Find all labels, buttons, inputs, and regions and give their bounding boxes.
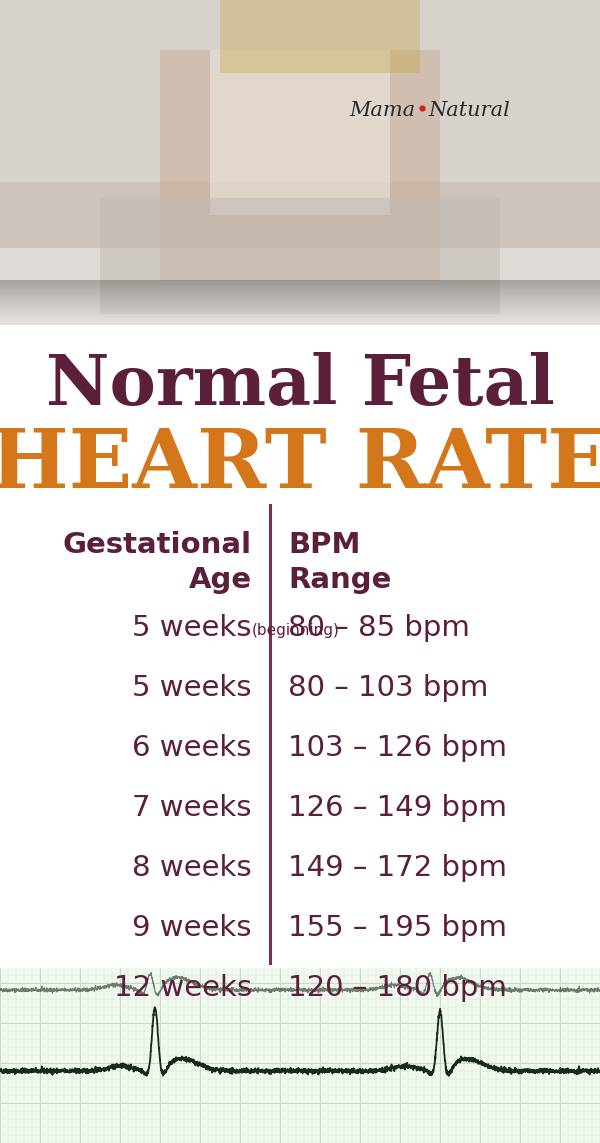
Bar	[0, 968, 600, 1143]
Text: 103 – 126 bpm: 103 – 126 bpm	[288, 734, 507, 762]
Text: 6 weeks: 6 weeks	[133, 734, 252, 762]
Text: 12 weeks: 12 weeks	[114, 974, 252, 1002]
Text: Gestational: Gestational	[63, 531, 252, 559]
Text: 7 weeks: 7 weeks	[133, 794, 252, 822]
Text: 149 – 172 bpm: 149 – 172 bpm	[288, 854, 507, 882]
Text: HEART RATE: HEART RATE	[0, 425, 600, 505]
Text: 5 weeks: 5 weeks	[133, 674, 252, 702]
Text: 126 – 149 bpm: 126 – 149 bpm	[288, 794, 507, 822]
Bar	[0, 325, 600, 1143]
Text: 80 – 103 bpm: 80 – 103 bpm	[288, 674, 488, 702]
Text: Natural: Natural	[428, 101, 510, 120]
Bar	[210, 49, 390, 215]
Bar	[100, 198, 500, 313]
Text: Normal Fetal: Normal Fetal	[46, 352, 554, 418]
Text: Age: Age	[189, 566, 252, 594]
Text: 9 weeks: 9 weeks	[133, 914, 252, 942]
Bar	[0, 0, 600, 182]
Text: Mama: Mama	[349, 101, 415, 120]
Text: Range: Range	[288, 566, 391, 594]
Bar	[0, 248, 600, 330]
Text: (beginning): (beginning)	[252, 623, 340, 639]
Text: 80 – 85 bpm: 80 – 85 bpm	[288, 614, 470, 642]
Text: 5 weeks: 5 weeks	[133, 614, 252, 642]
Text: BPM: BPM	[288, 531, 361, 559]
Text: 120 – 180 bpm: 120 – 180 bpm	[288, 974, 507, 1002]
Text: 8 weeks: 8 weeks	[133, 854, 252, 882]
Text: 155 – 195 bpm: 155 – 195 bpm	[288, 914, 507, 942]
Bar	[220, 0, 420, 73]
Bar	[0, 0, 600, 330]
Bar	[160, 49, 440, 280]
